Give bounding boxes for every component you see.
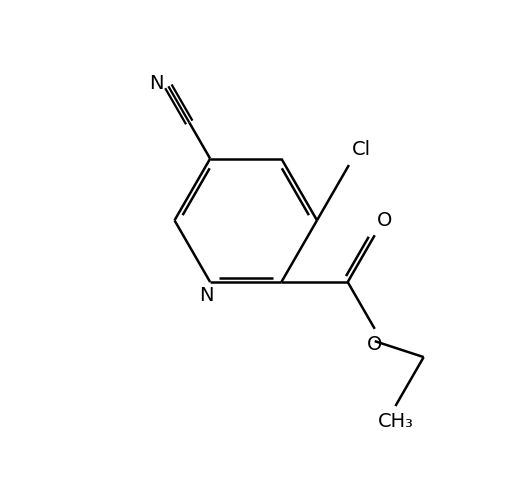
Text: N: N xyxy=(149,74,164,93)
Text: CH₃: CH₃ xyxy=(378,412,413,431)
Text: O: O xyxy=(377,211,392,230)
Text: Cl: Cl xyxy=(351,140,370,159)
Text: N: N xyxy=(199,286,214,305)
Text: O: O xyxy=(367,335,382,354)
